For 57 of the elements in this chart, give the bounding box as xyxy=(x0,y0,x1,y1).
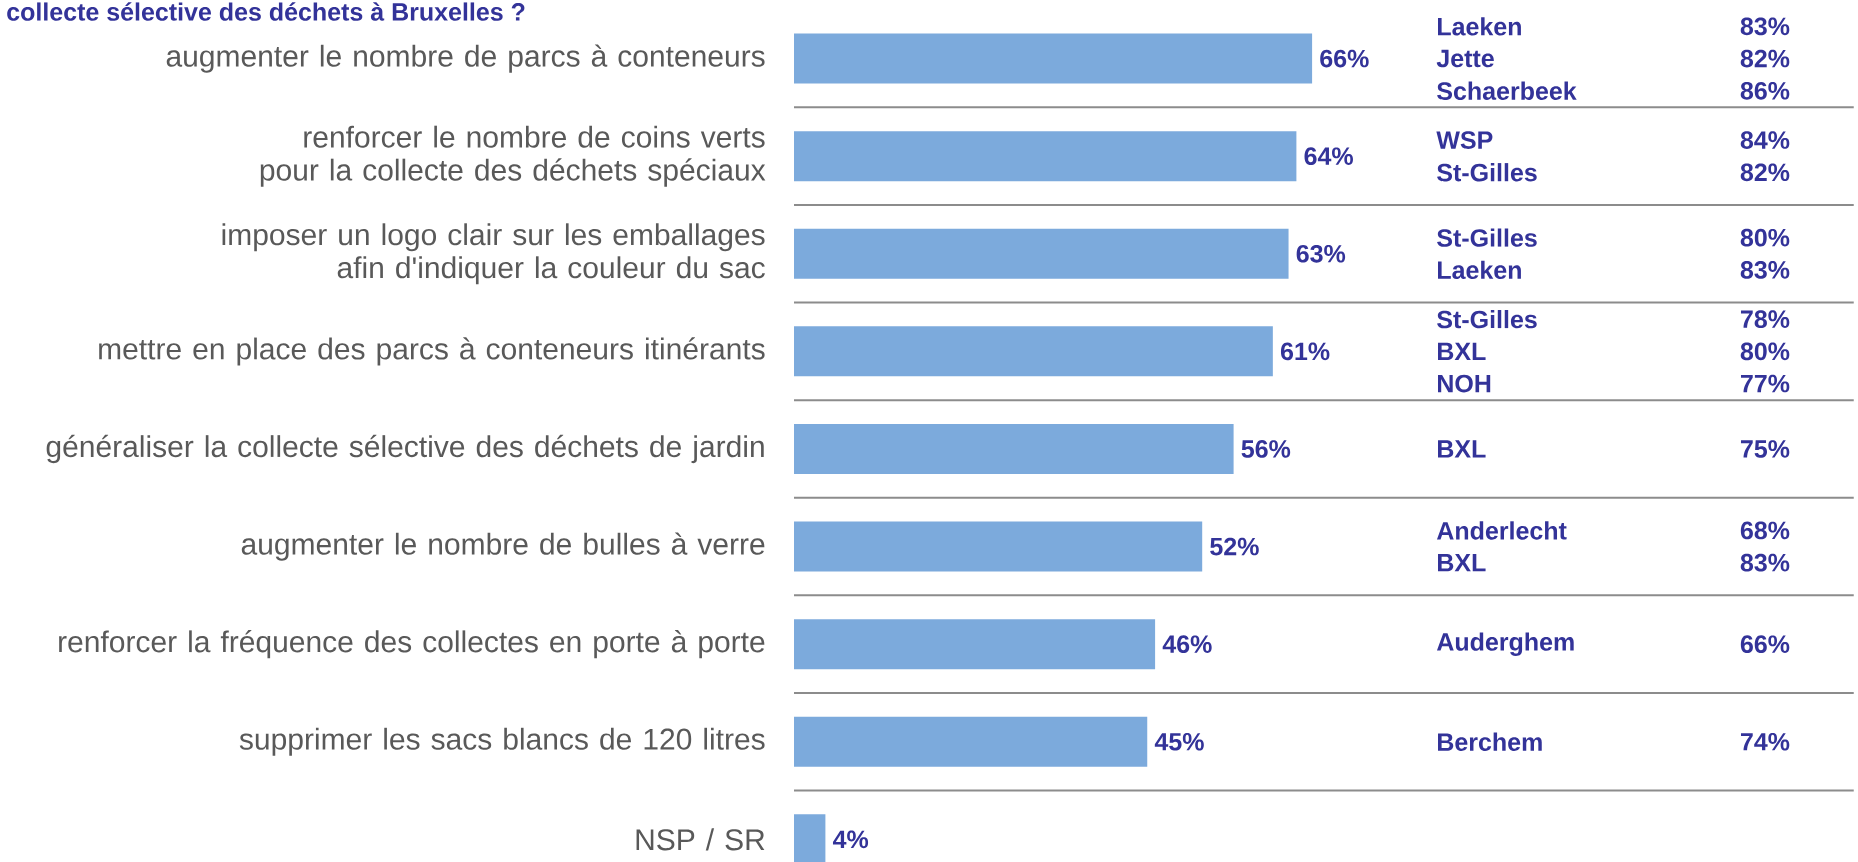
data-label: 61% xyxy=(1280,342,1330,361)
data-label: 52% xyxy=(1210,537,1259,556)
y-tick-label: NSP / SR xyxy=(636,828,765,851)
annotation: Jette xyxy=(1436,49,1494,68)
bar xyxy=(794,716,1148,767)
annotation: Laeken xyxy=(1438,260,1521,280)
annotation: 82% xyxy=(1740,163,1790,182)
annotation: 84% xyxy=(1740,131,1790,149)
data-label: 45% xyxy=(1154,732,1204,751)
annotation: BXL xyxy=(1438,554,1486,572)
annotation: 66% xyxy=(1740,635,1790,654)
text: collecte sélective des déchets à Bruxelles ? xyxy=(7,2,525,21)
annotation: Auderghem xyxy=(1436,632,1574,656)
bar xyxy=(794,619,1156,670)
bar xyxy=(794,228,1289,279)
annotation: 74% xyxy=(1740,732,1790,751)
data-label: 63% xyxy=(1296,244,1346,263)
annotation: 86% xyxy=(1740,81,1790,100)
annotation: Schaerbeek xyxy=(1437,81,1577,100)
y-tick-label: mettre en place des parcs à conteneurs itinérants xyxy=(99,337,765,366)
annotation: 83% xyxy=(1740,261,1790,279)
annotation: 68% xyxy=(1740,521,1790,540)
y-tick-label: augmenter le nombre de parcs à conteneurs xyxy=(166,44,765,73)
y-tick-label: augmenter le nombre de bulles à verre xyxy=(241,532,765,561)
bar xyxy=(794,521,1203,572)
annotation: Laeken xyxy=(1438,17,1521,36)
annotation: 82% xyxy=(1740,49,1790,68)
annotation: 75% xyxy=(1740,440,1790,458)
data-label: 46% xyxy=(1162,635,1212,654)
annotation: 80% xyxy=(1740,228,1790,247)
y-tick-label: imposer un logo clair sur les emballages afin d'indiquer la couleur du sac xyxy=(222,223,765,285)
bar xyxy=(794,326,1273,377)
annotation: 83% xyxy=(1740,17,1790,36)
annotation: Anderlecht xyxy=(1436,521,1567,540)
y-tick-label: renforcer le nombre de coins verts pour la collecte des déchets spéciaux xyxy=(260,125,766,187)
annotation: WSP xyxy=(1436,131,1493,149)
annotation: NOH xyxy=(1438,374,1491,393)
y-tick-label: renforcer la fréquence des collectes en porte à porte xyxy=(59,630,765,659)
data-label: 56% xyxy=(1241,440,1291,458)
annotation: BXL xyxy=(1438,342,1486,360)
data-label: 66% xyxy=(1320,49,1369,68)
y-tick-label: généraliser la collecte sélective des déchets de jardin xyxy=(46,434,764,464)
annotation: Berchem xyxy=(1438,732,1542,751)
annotation: St-Gilles xyxy=(1437,309,1537,329)
bar xyxy=(794,33,1313,84)
annotation: St-Gilles xyxy=(1437,163,1537,182)
annotation: 77% xyxy=(1740,374,1790,393)
data-label: 4% xyxy=(832,830,869,849)
annotation: 78% xyxy=(1740,310,1790,329)
y-tick-label: supprimer les sacs blancs de 120 litres xyxy=(239,727,765,756)
annotation: 83% xyxy=(1740,553,1790,572)
data-label: 64% xyxy=(1304,147,1353,166)
bar xyxy=(794,131,1297,182)
annotation: 80% xyxy=(1740,342,1790,361)
bar xyxy=(794,423,1234,474)
annotation: St-Gilles xyxy=(1437,228,1537,247)
annotation: BXL xyxy=(1438,440,1486,458)
